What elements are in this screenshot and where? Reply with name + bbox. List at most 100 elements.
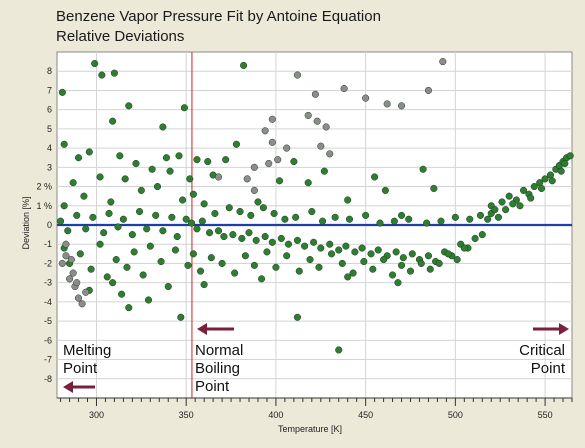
data-point <box>263 248 271 256</box>
annotation-label: Point <box>195 378 230 395</box>
data-point <box>310 238 318 246</box>
data-point <box>527 194 535 202</box>
data-point <box>557 167 565 175</box>
data-point <box>76 250 84 258</box>
annotations: MeltingPointNormalBoilingPointCriticalPo… <box>63 323 569 395</box>
data-point <box>137 186 145 194</box>
data-point <box>380 256 388 264</box>
data-point <box>505 192 513 200</box>
data-point <box>85 148 93 156</box>
data-point <box>494 213 502 221</box>
data-point <box>57 217 65 225</box>
data-point <box>358 244 366 252</box>
excluded-point <box>82 288 90 296</box>
data-point <box>252 236 260 244</box>
excluded-point <box>67 256 75 264</box>
data-point <box>89 213 97 221</box>
data-point <box>110 69 118 77</box>
excluded-point <box>424 86 432 94</box>
data-point <box>139 271 147 279</box>
data-point <box>148 165 156 173</box>
data-point <box>327 250 336 258</box>
data-point <box>317 244 325 252</box>
data-point <box>193 225 201 233</box>
data-point <box>229 231 237 239</box>
data-point <box>247 211 255 219</box>
arrow-head <box>197 323 207 335</box>
data-point <box>238 234 246 243</box>
data-point <box>408 250 416 258</box>
data-point <box>236 207 244 216</box>
data-point <box>338 259 346 267</box>
data-point <box>159 123 167 131</box>
excluded-point <box>214 173 223 181</box>
data-point <box>376 219 384 227</box>
y-tick-label: 8 <box>47 66 52 76</box>
excluded-point <box>243 175 251 183</box>
y-tick-label: 4 <box>47 143 52 153</box>
data-point <box>166 167 174 175</box>
data-point <box>301 242 309 250</box>
excluded-point <box>58 259 66 267</box>
data-point <box>105 209 113 218</box>
data-point <box>566 152 574 160</box>
data-point <box>424 252 432 260</box>
y-tick-label: -5 <box>44 316 52 326</box>
data-point <box>103 273 111 281</box>
data-point <box>371 173 379 181</box>
data-point <box>275 177 284 185</box>
data-point <box>394 279 402 287</box>
excluded-point <box>62 240 70 248</box>
data-point <box>498 198 506 206</box>
y-tick-label: 1 % <box>36 201 52 211</box>
annotation-label: Normal <box>195 342 243 359</box>
data-point <box>471 234 479 243</box>
annotation-label: Critical <box>519 342 565 359</box>
data-point <box>214 227 223 235</box>
data-point <box>82 225 90 233</box>
excluded-point <box>78 300 86 308</box>
data-point <box>320 167 328 175</box>
data-point <box>173 232 181 241</box>
data-point <box>222 156 230 164</box>
data-point <box>128 231 136 239</box>
data-point <box>74 154 83 162</box>
arrow-head <box>63 381 73 393</box>
annotation-label: Melting <box>63 342 111 359</box>
data-point <box>60 140 68 148</box>
data-point <box>381 186 389 194</box>
data-point <box>319 217 327 225</box>
data-point <box>417 259 425 267</box>
excluded-point <box>313 117 321 125</box>
data-point <box>130 248 138 256</box>
annotation-label: Point <box>531 360 566 377</box>
y-tick-label: 3 <box>47 162 52 172</box>
data-point <box>502 206 510 214</box>
data-point <box>96 240 104 248</box>
data-point <box>197 267 205 275</box>
data-point <box>164 282 172 291</box>
data-point <box>144 296 153 304</box>
data-point <box>171 246 179 254</box>
data-point <box>241 252 249 260</box>
data-point <box>530 183 538 191</box>
x-tick-label: 350 <box>179 410 194 420</box>
data-point <box>123 263 131 271</box>
data-point <box>189 250 197 258</box>
data-point <box>186 175 194 183</box>
data-point <box>349 269 357 277</box>
excluded-point <box>397 102 406 110</box>
data-point <box>283 252 291 260</box>
data-point <box>121 175 129 183</box>
y-tick-label: -8 <box>44 374 52 384</box>
data-point <box>259 204 267 212</box>
data-point <box>225 204 233 212</box>
data-point <box>342 242 350 250</box>
y-tick-label: -6 <box>44 335 52 345</box>
data-point <box>293 236 302 244</box>
left-arrow <box>197 323 234 335</box>
data-point <box>331 213 339 221</box>
data-point <box>561 159 569 168</box>
y-tick-label: 6 <box>47 105 52 115</box>
data-point <box>293 313 302 321</box>
